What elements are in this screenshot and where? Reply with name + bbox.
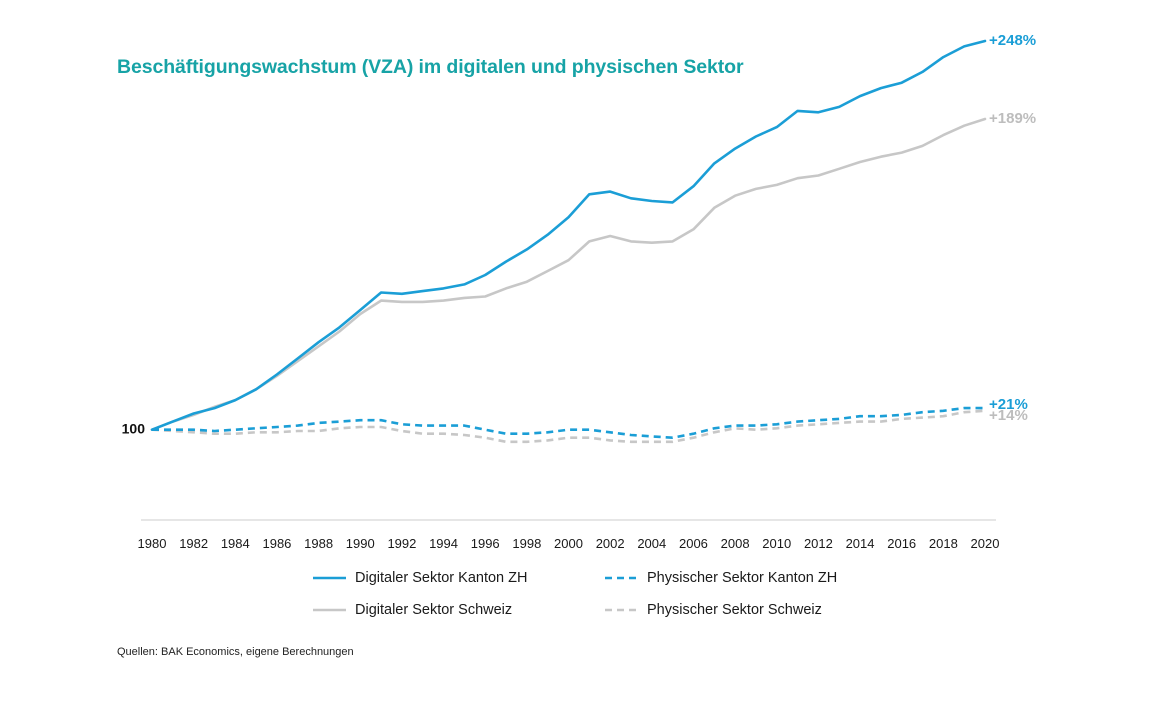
series-line-digitaler-sektor-kanton-zh — [150, 39, 987, 431]
legend-label: Digitaler Sektor Kanton ZH — [355, 570, 527, 586]
end-label: +21% — [989, 396, 1028, 413]
x-tick-label: 2000 — [554, 536, 583, 551]
source-note: Quellen: BAK Economics, eigene Berechnun… — [117, 646, 354, 658]
x-tick-label: 1982 — [179, 536, 208, 551]
x-tick-label: 1980 — [138, 536, 167, 551]
series-line-digitaler-sektor-schweiz — [150, 117, 987, 431]
x-tick-label: 1994 — [429, 536, 458, 551]
y-tick-label-100: 100 — [122, 420, 146, 436]
series-group — [150, 39, 987, 444]
x-tick-label: 2018 — [929, 536, 958, 551]
x-tick-label: 2014 — [846, 536, 875, 551]
x-tick-label: 2016 — [887, 536, 916, 551]
x-tick-label: 2004 — [637, 536, 666, 551]
series-line-physischer-sektor-kanton-zh — [152, 406, 985, 439]
legend-label: Physischer Sektor Schweiz — [647, 602, 822, 618]
end-labels: +248% +21% +189% +14% — [989, 32, 1036, 424]
end-label: +189% — [989, 110, 1036, 127]
x-tick-label: 2010 — [762, 536, 791, 551]
x-tick-label: 1998 — [512, 536, 541, 551]
end-label: +14% — [989, 407, 1028, 424]
x-tick-label: 1984 — [221, 536, 250, 551]
series-line-physischer-sektor-schweiz — [151, 409, 986, 444]
x-tick-label: 2020 — [971, 536, 1000, 551]
x-tick-label: 2008 — [721, 536, 750, 551]
legend-label: Digitaler Sektor Schweiz — [355, 602, 512, 618]
legend: Digitaler Sektor Kanton ZH Physischer Sek… — [313, 570, 837, 618]
chart-title: Beschäftigungswachstum (VZA) im digitale… — [117, 56, 744, 78]
x-tick-label: 2012 — [804, 536, 833, 551]
x-tick-label: 1990 — [346, 536, 375, 551]
x-tick-label: 1988 — [304, 536, 333, 551]
x-tick-label: 2006 — [679, 536, 708, 551]
x-ticks: 1980 1982 1984 1986 1988 1990 1992 1994 1996 1998… — [138, 536, 1000, 551]
legend-label: Physischer Sektor Kanton ZH — [647, 570, 837, 586]
end-label: +248% — [989, 32, 1036, 49]
x-tick-label: 2002 — [596, 536, 625, 551]
x-tick-label: 1986 — [262, 536, 291, 551]
x-tick-label: 1992 — [387, 536, 416, 551]
x-tick-label: 1996 — [471, 536, 500, 551]
